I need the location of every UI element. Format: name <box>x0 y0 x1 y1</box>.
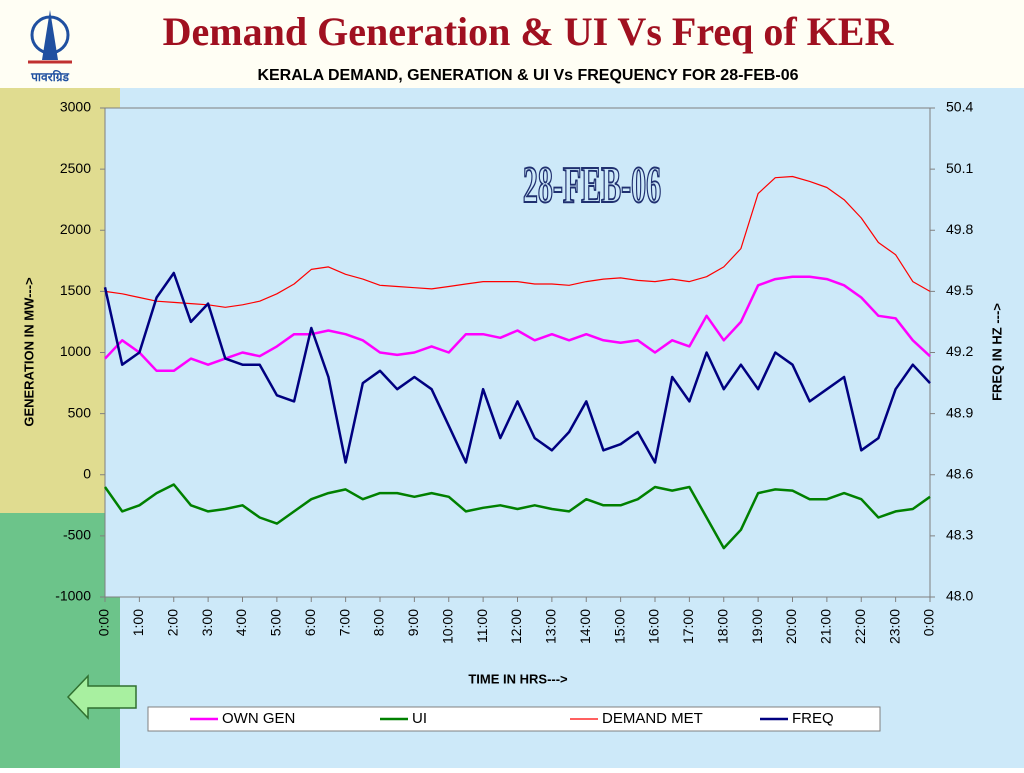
x-tick-label: 0:00 <box>921 609 937 636</box>
y-tick-label: 1000 <box>60 343 91 359</box>
x-tick-label: 0:00 <box>96 609 112 636</box>
header-band <box>0 0 1024 88</box>
slide-title: Demand Generation & UI Vs Freq of KER <box>163 9 895 54</box>
x-tick-label: 11:00 <box>474 609 490 643</box>
y2-tick-label: 50.4 <box>946 99 973 115</box>
x-tick-label: 14:00 <box>577 609 593 644</box>
y-tick-label: 500 <box>68 404 92 420</box>
y2-tick-label: 49.8 <box>946 221 973 237</box>
plot-area <box>104 107 931 598</box>
x-tick-label: 9:00 <box>405 609 421 636</box>
y-axis-label: GENERATION IN MW---> <box>21 277 36 427</box>
y-tick-label: 2000 <box>60 221 91 237</box>
x-tick-label: 3:00 <box>199 609 215 636</box>
y2-tick-label: 48.6 <box>946 465 973 481</box>
x-tick-label: 8:00 <box>371 609 387 636</box>
legend-label: DEMAND MET <box>602 710 703 727</box>
x-tick-label: 17:00 <box>680 609 696 644</box>
x-tick-label: 23:00 <box>886 609 902 644</box>
x-tick-label: 16:00 <box>646 609 662 644</box>
x-tick-label: 13:00 <box>543 609 559 644</box>
series-line <box>104 175 931 308</box>
x-tick-label: 5:00 <box>268 609 284 636</box>
x-tick-label: 22:00 <box>852 609 868 644</box>
x-tick-label: 12:00 <box>508 609 524 644</box>
x-tick-label: 19:00 <box>749 609 765 644</box>
x-tick-label: 18:00 <box>714 609 730 644</box>
y2-tick-label: 48.9 <box>946 404 973 420</box>
y2-tick-label: 49.5 <box>946 282 973 298</box>
x-tick-label: 1:00 <box>130 609 146 636</box>
y-tick-label: 0 <box>83 465 91 481</box>
x-tick-label: 20:00 <box>783 609 799 644</box>
x-tick-label: 21:00 <box>818 609 834 644</box>
series-line <box>103 271 931 464</box>
legend-label: FREQ <box>792 710 834 727</box>
x-axis-label: TIME IN HRS---> <box>468 671 568 686</box>
y-tick-label: 3000 <box>60 99 91 115</box>
x-tick-label: 4:00 <box>233 609 249 636</box>
y2-axis-label: FREQ IN HZ ---> <box>989 303 1004 401</box>
x-tick-label: 10:00 <box>439 609 455 644</box>
y-tick-label: 1500 <box>60 282 91 298</box>
y2-tick-label: 49.2 <box>946 343 973 359</box>
y-tick-label: -1000 <box>55 588 91 604</box>
x-tick-label: 7:00 <box>336 609 352 636</box>
legend-label: OWN GEN <box>222 710 295 727</box>
y-tick-label: 2500 <box>60 160 91 176</box>
left-decoration <box>0 513 120 768</box>
y2-tick-label: 48.0 <box>946 588 973 604</box>
y2-tick-label: 48.3 <box>946 527 973 543</box>
series-line <box>104 275 931 373</box>
series-line <box>103 483 931 550</box>
y2-tick-label: 50.1 <box>946 160 973 176</box>
annotation: 28-FEB-06 <box>523 157 661 215</box>
x-tick-label: 6:00 <box>302 609 318 636</box>
chart-title: KERALA DEMAND, GENERATION & UI Vs FREQUE… <box>257 67 798 84</box>
y-tick-label: -500 <box>63 527 91 543</box>
back-button[interactable] <box>66 674 137 720</box>
logo-text: पावरग्रिड <box>30 70 69 84</box>
x-tick-label: 2:00 <box>164 609 180 636</box>
legend <box>147 706 881 732</box>
legend-label: UI <box>412 710 427 727</box>
logo <box>28 10 72 64</box>
x-tick-label: 15:00 <box>611 609 627 644</box>
left-decoration <box>0 88 120 513</box>
